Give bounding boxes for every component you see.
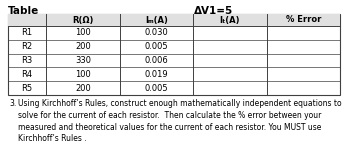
Text: R5: R5 — [22, 84, 33, 93]
Text: ΔV1=5: ΔV1=5 — [194, 6, 233, 16]
Text: Table: Table — [8, 6, 39, 16]
Text: 330: 330 — [75, 56, 91, 65]
Text: 0.019: 0.019 — [145, 70, 168, 79]
Text: R2: R2 — [22, 42, 33, 51]
Text: 0.006: 0.006 — [145, 56, 168, 65]
Bar — [8, 14, 340, 26]
Bar — [8, 14, 340, 95]
Text: 0.005: 0.005 — [145, 42, 168, 51]
Text: 200: 200 — [75, 84, 91, 93]
Text: Iₜ(A): Iₜ(A) — [219, 15, 240, 24]
Text: R(Ω): R(Ω) — [72, 15, 93, 24]
Text: 200: 200 — [75, 42, 91, 51]
Text: 100: 100 — [75, 28, 91, 37]
Text: Iₘ(A): Iₘ(A) — [145, 15, 168, 24]
Text: 3.: 3. — [9, 99, 16, 108]
Text: Using Kirchhoff’s Rules, construct enough mathematically independent equations t: Using Kirchhoff’s Rules, construct enoug… — [18, 99, 342, 143]
Text: 100: 100 — [75, 70, 91, 79]
Text: R4: R4 — [22, 70, 33, 79]
Text: 0.005: 0.005 — [145, 84, 168, 93]
Text: R1: R1 — [22, 28, 33, 37]
Text: R3: R3 — [21, 56, 33, 65]
Text: % Error: % Error — [286, 15, 321, 24]
Text: 0.030: 0.030 — [145, 28, 168, 37]
